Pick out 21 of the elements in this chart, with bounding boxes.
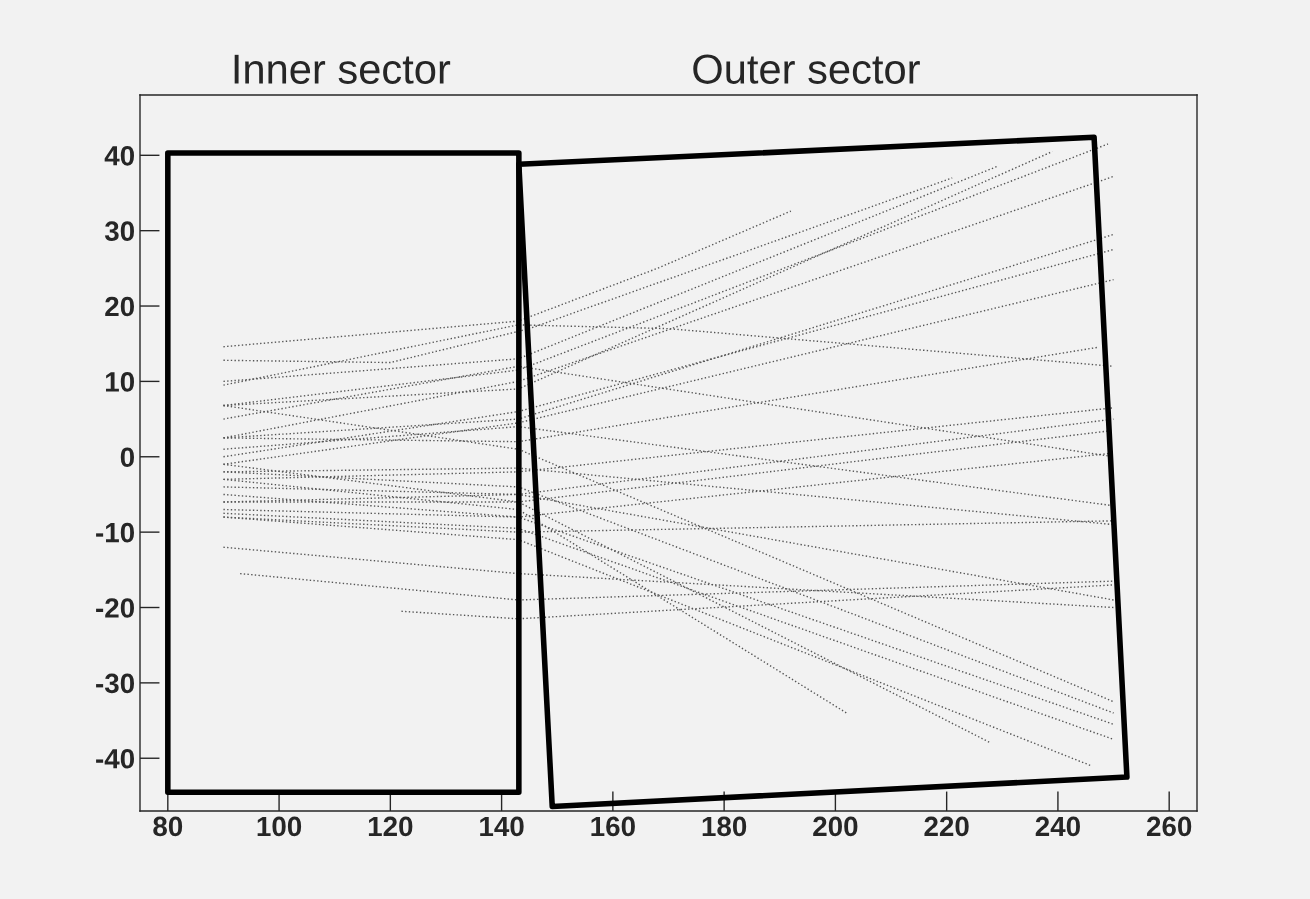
x-tick-label: 100	[257, 816, 302, 837]
x-tick-label: 240	[1035, 816, 1080, 837]
y-tick-label: 0	[120, 447, 134, 468]
x-tick-label: 160	[591, 816, 635, 837]
x-tick-label: 80	[153, 816, 183, 837]
x-tick-label: 220	[924, 816, 969, 837]
x-tick-label: 260	[1146, 816, 1192, 837]
text: Inner sector	[234, 54, 451, 84]
y-tick-label: -30	[96, 673, 134, 694]
y-tick-label: 30	[104, 221, 134, 242]
text: Outer sector	[693, 54, 920, 84]
y-tick-label: -20	[96, 598, 134, 618]
y-tick-label: 40	[104, 145, 134, 166]
y-tick-label: 20	[105, 296, 134, 317]
x-tick-label: 180	[702, 816, 747, 837]
y-tick-label: 10	[105, 372, 134, 392]
y-tick-label: -10	[96, 522, 134, 543]
x-tick-label: 200	[813, 816, 858, 837]
x-tick-label: 140	[480, 816, 524, 837]
y-tick-label: -40	[96, 748, 134, 769]
x-tick-label: 120	[368, 816, 413, 837]
